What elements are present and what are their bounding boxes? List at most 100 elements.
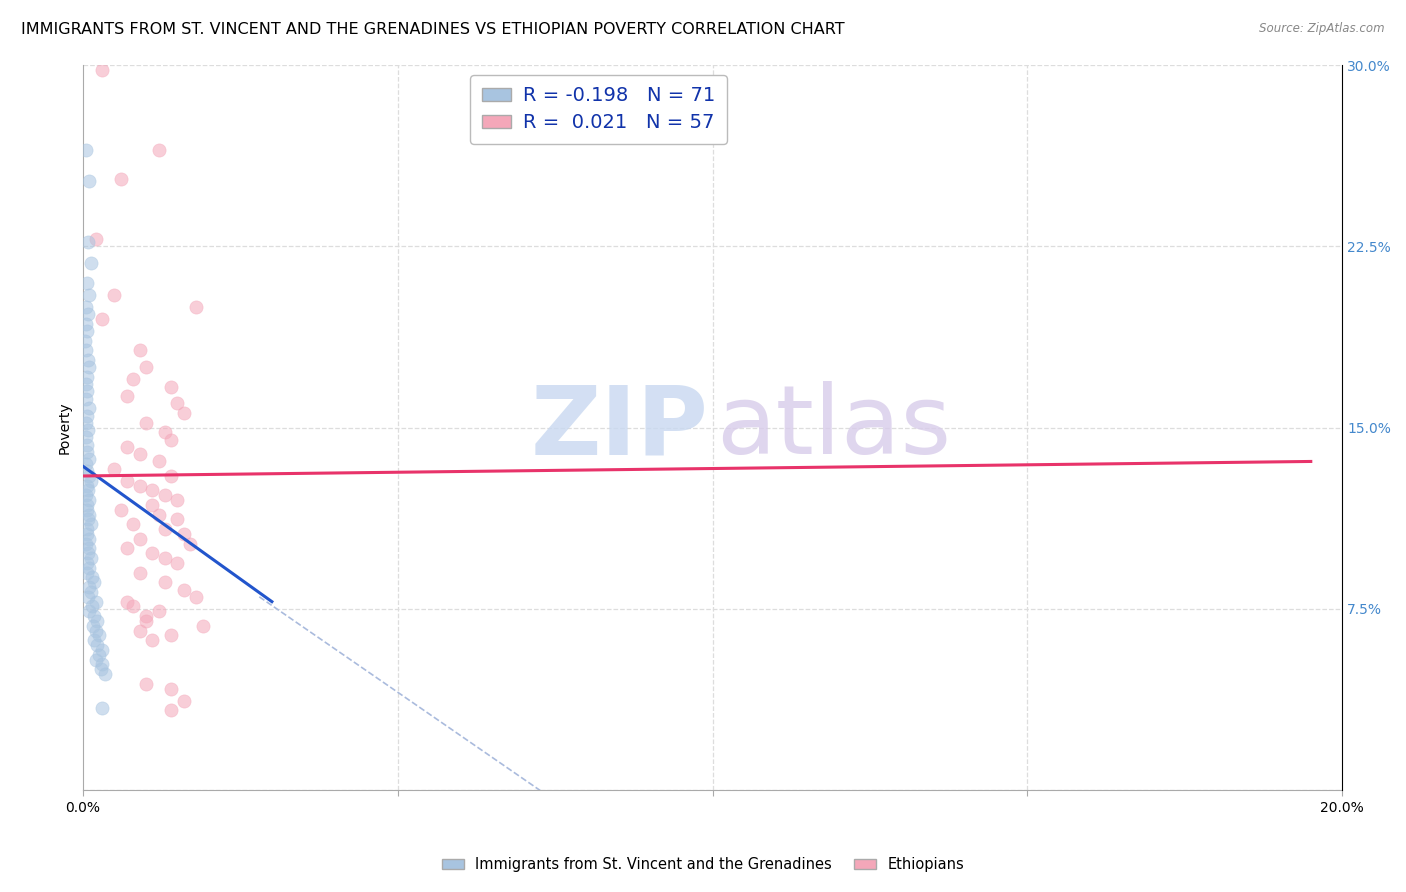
Point — [160, 379, 183, 393]
Point — [115, 389, 138, 403]
Point — [76, 478, 98, 492]
Point — [79, 541, 101, 556]
Point — [76, 437, 98, 451]
Point — [77, 483, 100, 498]
Point — [87, 648, 110, 662]
Point — [76, 556, 98, 570]
Point — [115, 541, 138, 556]
Point — [160, 681, 183, 696]
Point — [84, 232, 107, 246]
Point — [79, 580, 101, 594]
Point — [160, 433, 183, 447]
Point — [135, 360, 157, 375]
Point — [148, 143, 170, 157]
Point — [173, 406, 195, 420]
Point — [75, 536, 97, 550]
Point — [166, 556, 188, 570]
Point — [148, 454, 170, 468]
Point — [160, 628, 183, 642]
Point — [75, 143, 97, 157]
Point — [79, 360, 101, 375]
Point — [79, 517, 101, 532]
Point — [77, 423, 100, 437]
Point — [179, 536, 201, 550]
Point — [166, 512, 188, 526]
Point — [76, 324, 98, 338]
Point — [79, 287, 101, 301]
Point — [128, 447, 150, 461]
Point — [141, 483, 163, 498]
Point — [76, 498, 98, 512]
Point — [153, 425, 176, 440]
Point — [115, 474, 138, 488]
Point — [166, 396, 188, 410]
Point — [76, 384, 98, 399]
Point — [90, 62, 112, 77]
Point — [103, 287, 125, 301]
Point — [77, 235, 100, 249]
Point — [75, 300, 97, 314]
Point — [75, 430, 97, 444]
Point — [75, 392, 97, 406]
Point — [94, 667, 117, 681]
Point — [77, 401, 100, 416]
Point — [75, 457, 97, 471]
Point — [75, 343, 97, 358]
Point — [79, 551, 101, 566]
Point — [186, 590, 208, 604]
Point — [90, 643, 112, 657]
Point — [79, 256, 101, 270]
Point — [75, 377, 97, 392]
Text: atlas: atlas — [717, 381, 952, 475]
Point — [84, 653, 107, 667]
Point — [135, 416, 157, 430]
Point — [128, 624, 150, 638]
Point — [160, 703, 183, 717]
Point — [166, 493, 188, 508]
Point — [128, 478, 150, 492]
Point — [173, 694, 195, 708]
Point — [76, 566, 98, 580]
Text: ZIP: ZIP — [531, 381, 709, 475]
Point — [128, 532, 150, 546]
Point — [76, 369, 98, 384]
Point — [76, 464, 98, 478]
Point — [76, 409, 98, 423]
Point — [135, 609, 157, 624]
Point — [90, 662, 112, 676]
Point — [110, 503, 132, 517]
Point — [90, 701, 112, 715]
Point — [83, 575, 105, 590]
Point — [153, 575, 176, 590]
Point — [76, 503, 98, 517]
Point — [153, 522, 176, 536]
Point — [76, 522, 98, 536]
Point — [77, 452, 100, 467]
Point — [173, 527, 195, 541]
Point — [83, 609, 105, 624]
Point — [122, 599, 145, 614]
Point — [160, 469, 183, 483]
Point — [141, 498, 163, 512]
Point — [153, 551, 176, 566]
Point — [79, 508, 101, 522]
Point — [79, 604, 101, 618]
Point — [77, 590, 100, 604]
Point — [84, 624, 107, 638]
Point — [79, 174, 101, 188]
Point — [79, 469, 101, 483]
Point — [79, 474, 101, 488]
Text: Source: ZipAtlas.com: Source: ZipAtlas.com — [1260, 22, 1385, 36]
Point — [110, 171, 132, 186]
Point — [82, 619, 104, 633]
Point — [84, 594, 107, 608]
Text: IMMIGRANTS FROM ST. VINCENT AND THE GRENADINES VS ETHIOPIAN POVERTY CORRELATION : IMMIGRANTS FROM ST. VINCENT AND THE GREN… — [21, 22, 845, 37]
Point — [83, 633, 105, 648]
Point — [76, 527, 98, 541]
Point — [128, 566, 150, 580]
Point — [76, 276, 98, 290]
Legend: R = -0.198   N = 71, R =  0.021   N = 57: R = -0.198 N = 71, R = 0.021 N = 57 — [471, 75, 727, 144]
Point — [122, 517, 145, 532]
Point — [86, 614, 108, 628]
Point — [75, 416, 97, 430]
